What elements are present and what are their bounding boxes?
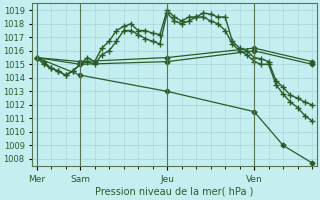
X-axis label: Pression niveau de la mer( hPa ): Pression niveau de la mer( hPa )	[95, 187, 253, 197]
